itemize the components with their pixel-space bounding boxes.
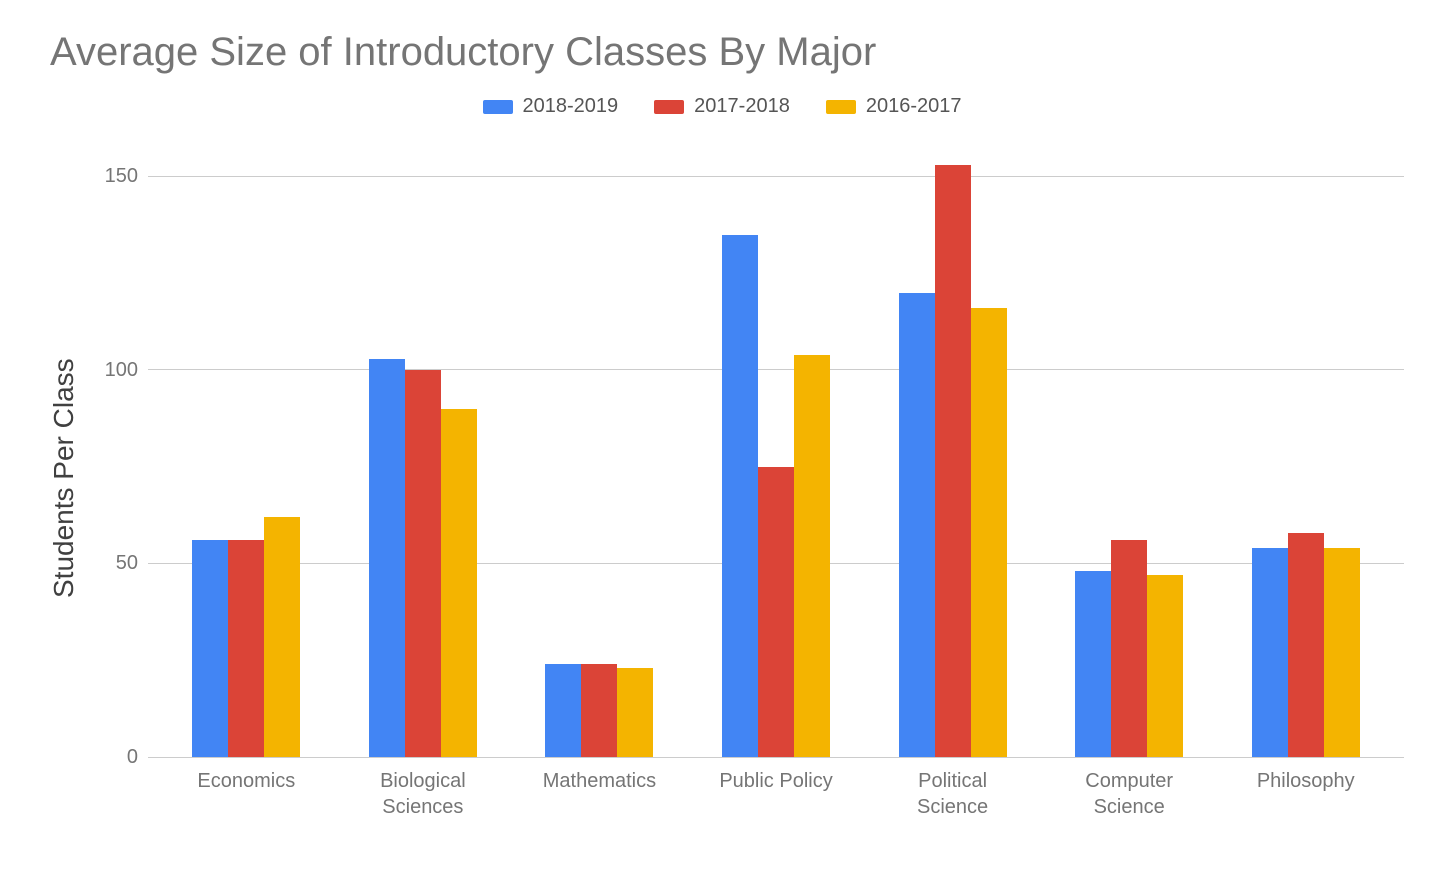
bar[interactable] <box>794 355 830 757</box>
y-tick-label: 150 <box>105 165 138 188</box>
bars-container <box>148 138 1404 757</box>
bar[interactable] <box>369 359 405 757</box>
y-tick-label: 50 <box>116 552 138 575</box>
category-group <box>1041 138 1218 757</box>
legend-label: 2018-2019 <box>523 95 619 118</box>
bar[interactable] <box>1324 548 1360 757</box>
plot-and-x: EconomicsBiologicalSciencesMathematicsPu… <box>148 138 1404 818</box>
bar[interactable] <box>192 540 228 757</box>
bar[interactable] <box>935 165 971 757</box>
legend-swatch <box>826 100 856 114</box>
category-group <box>158 138 335 757</box>
category-group <box>864 138 1041 757</box>
legend-item[interactable]: 2018-2019 <box>483 95 619 118</box>
bar[interactable] <box>264 517 300 757</box>
y-axis-title: Students Per Class <box>40 138 88 818</box>
y-tick-label: 0 <box>127 746 138 769</box>
bar[interactable] <box>1252 548 1288 757</box>
chart-title: Average Size of Introductory Classes By … <box>50 30 1404 75</box>
x-tick-label: Philosophy <box>1217 768 1394 818</box>
plot-area <box>148 138 1404 758</box>
category-group <box>511 138 688 757</box>
bar[interactable] <box>758 467 794 757</box>
x-tick-label: ComputerScience <box>1041 768 1218 818</box>
legend: 2018-2019 2017-2018 2016-2017 <box>40 95 1404 118</box>
bar[interactable] <box>971 308 1007 757</box>
y-axis-labels: 150100500 <box>88 138 148 758</box>
x-axis-labels: EconomicsBiologicalSciencesMathematicsPu… <box>148 758 1404 818</box>
bar[interactable] <box>441 409 477 757</box>
bar[interactable] <box>899 293 935 757</box>
bar[interactable] <box>1147 575 1183 757</box>
bar[interactable] <box>1288 533 1324 757</box>
legend-item[interactable]: 2017-2018 <box>654 95 790 118</box>
x-tick-label: BiologicalSciences <box>335 768 512 818</box>
legend-swatch <box>654 100 684 114</box>
x-tick-label: PoliticalScience <box>864 768 1041 818</box>
category-group <box>1217 138 1394 757</box>
y-tick-label: 100 <box>105 359 138 382</box>
chart-container: Average Size of Introductory Classes By … <box>0 0 1444 893</box>
legend-label: 2016-2017 <box>866 95 962 118</box>
legend-label: 2017-2018 <box>694 95 790 118</box>
x-tick-label: Mathematics <box>511 768 688 818</box>
bar[interactable] <box>581 664 617 757</box>
category-group <box>688 138 865 757</box>
bar[interactable] <box>1075 571 1111 757</box>
bar[interactable] <box>722 235 758 757</box>
legend-swatch <box>483 100 513 114</box>
legend-item[interactable]: 2016-2017 <box>826 95 962 118</box>
x-tick-label: Public Policy <box>688 768 865 818</box>
bar[interactable] <box>617 668 653 757</box>
category-group <box>335 138 512 757</box>
bar[interactable] <box>1111 540 1147 757</box>
bar[interactable] <box>405 370 441 757</box>
plot-wrapper: Students Per Class 150 100 50 0 EconomicsBi… <box>40 138 1404 818</box>
bar[interactable] <box>228 540 264 757</box>
bar[interactable] <box>545 664 581 757</box>
x-tick-label: Economics <box>158 768 335 818</box>
